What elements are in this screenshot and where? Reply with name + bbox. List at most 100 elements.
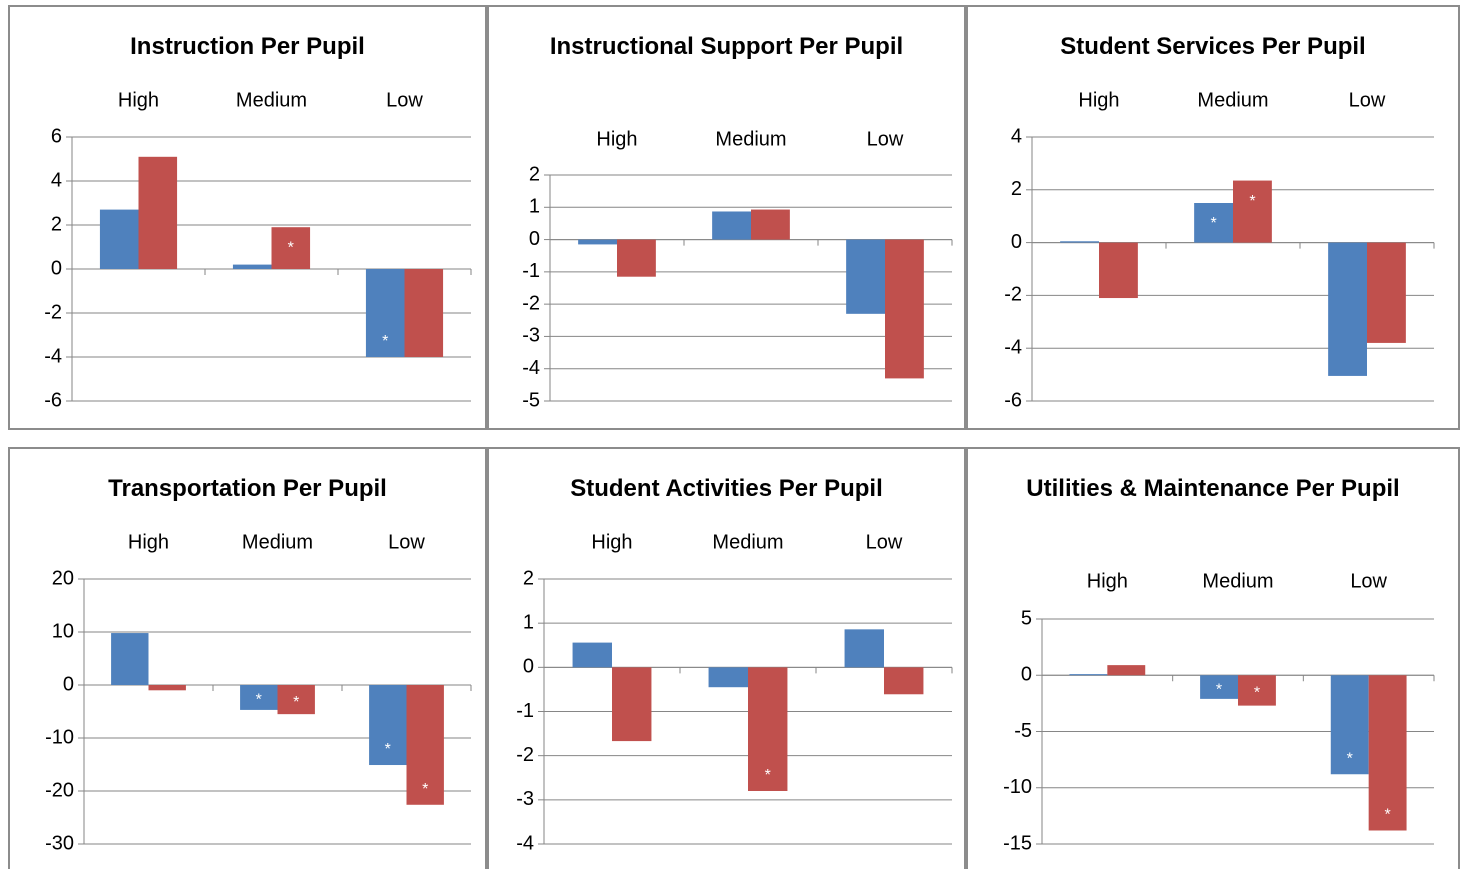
x-category-label: High: [118, 89, 159, 111]
chart-panel: Instruction Per Pupil -6 -4 -2 0 2 4 6 High Mediu…: [8, 5, 487, 430]
bar: [748, 667, 788, 791]
y-tick-label: 4: [1011, 125, 1022, 147]
y-tick-label: -2: [44, 301, 62, 323]
significance-marker: *: [1216, 681, 1222, 698]
chart: -15 -10 -5 0 5 High Medium * * Low * *: [1003, 570, 1435, 854]
chart-title: Student Services Per Pupil: [1060, 33, 1366, 60]
y-tick-label: -2: [516, 744, 534, 766]
y-tick-label: 2: [529, 163, 540, 185]
y-tick-label: -20: [45, 779, 74, 801]
chart-panel: Student Services Per Pupil -6 -4 -2 0 2 4 High M…: [966, 5, 1460, 430]
y-tick-label: 0: [51, 257, 62, 279]
significance-marker: *: [293, 694, 299, 711]
chart: -6 -4 -2 0 2 4 6 High Medium * Low *: [44, 89, 472, 411]
bar: [1328, 242, 1367, 376]
x-category-label: Medium: [236, 89, 307, 111]
significance-marker: *: [385, 741, 391, 758]
bar: [844, 629, 884, 668]
y-tick-label: -4: [1004, 336, 1022, 358]
chart-title: Transportation Per Pupil: [108, 475, 387, 502]
bar: [404, 269, 444, 357]
x-category-label: Low: [866, 531, 903, 553]
x-category-label: Low: [1350, 570, 1387, 592]
x-category-label: High: [1078, 89, 1119, 111]
significance-marker: *: [765, 767, 771, 784]
y-tick-label: 0: [1011, 231, 1022, 253]
bar: [1233, 180, 1272, 243]
bar: [148, 685, 186, 691]
significance-marker: *: [1384, 807, 1390, 824]
bar: [884, 667, 924, 695]
chart: -4 -3 -2 -1 0 1 2 High Medium * Low: [516, 531, 953, 854]
significance-marker: *: [1249, 193, 1255, 210]
bar: [1194, 203, 1233, 243]
significance-marker: *: [1347, 750, 1353, 767]
bar: [111, 633, 149, 685]
bar: [708, 667, 748, 688]
chart-title: Instruction Per Pupil: [130, 33, 365, 60]
bar: [406, 685, 444, 805]
y-tick-label: 6: [51, 125, 62, 147]
significance-marker: *: [1254, 685, 1260, 702]
y-tick-label: -2: [522, 292, 540, 314]
chart: -6 -4 -2 0 2 4 High Medium * * Low: [1004, 89, 1435, 411]
x-category-label: Low: [1349, 89, 1386, 111]
x-category-label: Low: [867, 128, 904, 150]
bar: [1099, 242, 1138, 299]
bar: [1069, 674, 1108, 676]
y-tick-label: 20: [52, 567, 74, 589]
x-category-label: Medium: [242, 531, 313, 553]
bar: [846, 239, 885, 314]
significance-marker: *: [1210, 215, 1216, 232]
y-tick-label: 2: [523, 567, 534, 589]
bar: [240, 685, 278, 710]
y-tick-label: -3: [516, 788, 534, 810]
y-tick-label: -3: [522, 325, 540, 347]
bar: [751, 209, 790, 240]
y-tick-label: 5: [1021, 607, 1032, 629]
y-tick-label: -1: [516, 700, 534, 722]
bar: [617, 239, 656, 277]
bar: [99, 209, 139, 269]
bar: [1367, 242, 1406, 343]
chart-panel: Utilities & Maintenance Per Pupil -15 -10-…: [966, 447, 1460, 869]
x-category-label: Low: [386, 89, 423, 111]
bar: [232, 264, 272, 269]
x-category-label: Low: [388, 531, 425, 553]
chart-title: Student Activities Per Pupil: [570, 475, 883, 502]
chart: -5 -4 -3 -2 -1 0 1 2 High Medium Low: [522, 128, 953, 411]
y-tick-label: 0: [63, 673, 74, 695]
x-category-label: High: [128, 531, 169, 553]
x-category-label: Medium: [1197, 89, 1268, 111]
y-tick-label: -15: [1003, 832, 1032, 854]
y-tick-label: -4: [522, 357, 540, 379]
bar: [1330, 675, 1369, 775]
significance-marker: *: [256, 692, 262, 709]
x-category-label: Medium: [715, 128, 786, 150]
bar: [138, 156, 178, 269]
bar: [578, 239, 617, 245]
bar: [369, 685, 407, 766]
significance-marker: *: [422, 781, 428, 798]
significance-marker: *: [382, 333, 388, 350]
chart-title: Utilities & Maintenance Per Pupil: [1026, 475, 1400, 502]
y-tick-label: -1: [522, 260, 540, 282]
bar: [885, 239, 924, 379]
bar: [1238, 675, 1276, 706]
y-tick-label: -4: [516, 832, 534, 854]
bar: [1200, 675, 1238, 699]
bar: [612, 667, 652, 742]
y-tick-label: 1: [523, 611, 534, 633]
bar: [1060, 241, 1099, 243]
significance-marker: *: [288, 239, 294, 256]
y-tick-label: -2: [1004, 284, 1022, 306]
y-tick-label: 1: [529, 196, 540, 218]
chart-title: Instructional Support Per Pupil: [549, 33, 904, 60]
bar: [271, 227, 311, 269]
y-tick-label: -6: [1004, 389, 1022, 411]
x-category-label: High: [591, 531, 632, 553]
bar: [1368, 675, 1407, 831]
chart-panel: Student Activities Per Pupil -4 -3 -2 -1 0 1 2 H…: [487, 447, 966, 869]
y-tick-label: 10: [52, 620, 74, 642]
